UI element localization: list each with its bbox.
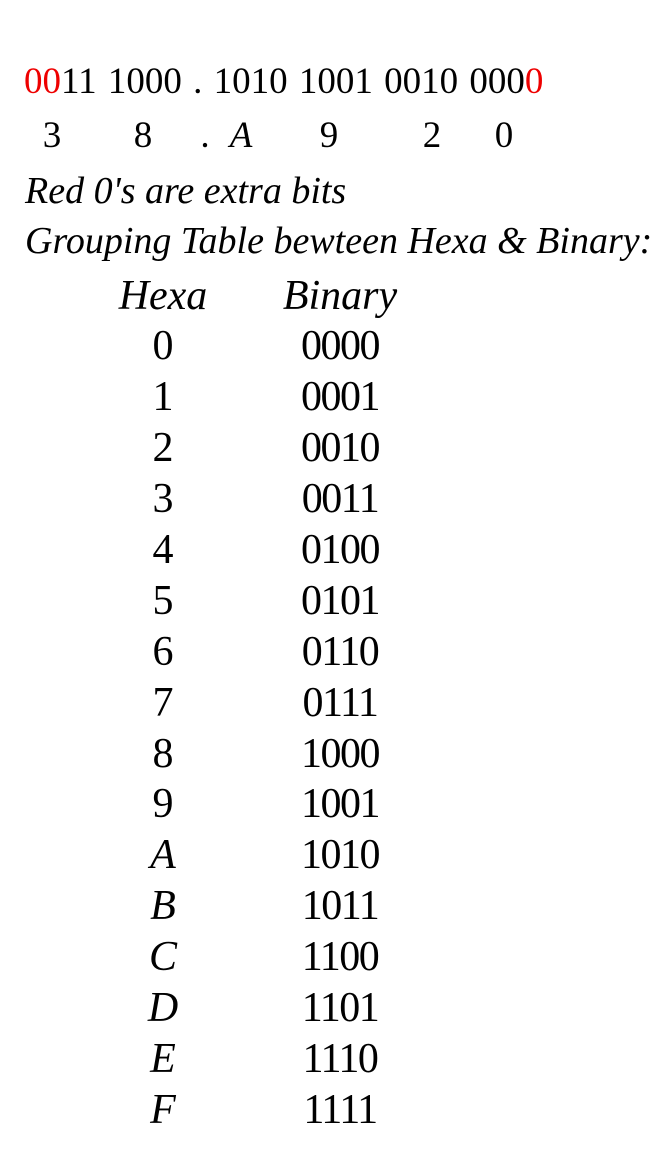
table-row: 6 0110: [0, 626, 670, 677]
table-row: 1 0001: [0, 372, 670, 423]
binary-cell: 1001: [301, 781, 381, 828]
table-header-row: Hexa Binary: [0, 271, 670, 321]
hex-cell: 4: [152, 527, 174, 573]
hex-cell: B: [150, 883, 176, 930]
hex-cell: 8: [152, 730, 174, 777]
table-row: 0 0000: [0, 321, 670, 372]
binary-cell: 0010: [301, 425, 381, 472]
hex-cell: 1: [152, 374, 174, 421]
hex-cell: 5: [152, 577, 174, 624]
table-row: B 1011: [0, 881, 670, 932]
hex-cell: 7: [152, 679, 174, 726]
hex-cell: E: [150, 1035, 176, 1082]
table-row: C 1100: [0, 932, 670, 983]
table-row: 5 0101: [0, 575, 670, 626]
hex-cell: F: [150, 1086, 176, 1133]
hex-digit-0: 0: [494, 115, 514, 156]
table-row: A 1010: [0, 830, 670, 881]
table-row: 4 0100: [0, 525, 670, 576]
hex-digits-line: 3 8 . A 9 2 0: [0, 114, 670, 156]
binary-cell: 1110: [302, 1035, 379, 1082]
red-bits-note: Red 0's are extra bits: [25, 170, 347, 212]
hex-digit-8: 8: [133, 115, 153, 156]
binary-cell: 1100: [301, 934, 380, 981]
table-row: E 1110: [0, 1033, 670, 1084]
binary-number-line: 0011 1000 . 1010 1001 0010 0000: [24, 62, 543, 102]
table-row: 2 0010: [0, 423, 670, 474]
binary-main-bits: 11 1000 . 1010 1001 0010 000: [61, 61, 525, 102]
hex-cell: D: [147, 985, 179, 1032]
binary-cell: 0101: [301, 577, 381, 624]
binary-cell: 1010: [301, 832, 381, 879]
table-row: 3 0011: [0, 474, 670, 525]
binary-cell: 1011: [301, 883, 380, 930]
hex-radix-point: .: [200, 115, 210, 156]
table-row: 8 1000: [0, 728, 670, 779]
binary-cell: 0100: [301, 527, 381, 573]
binary-column-header: Binary: [282, 273, 398, 319]
hexa-column-header: Hexa: [118, 273, 208, 319]
hex-cell: 6: [152, 628, 174, 675]
binary-cell: 0011: [301, 476, 380, 523]
binary-extra-bits-prefix: 00: [24, 61, 61, 102]
hex-cell: 0: [152, 323, 174, 370]
hex-digit-2: 2: [422, 115, 442, 156]
hex-cell: 3: [152, 476, 174, 523]
grouping-table-title: Grouping Table bewteen Hexa & Binary:: [25, 220, 653, 262]
hex-cell: 9: [152, 781, 174, 828]
table-row: D 1101: [0, 983, 670, 1034]
binary-cell: 0000: [301, 323, 381, 370]
table-row: 7 0111: [0, 677, 670, 728]
hex-cell: C: [148, 934, 177, 981]
hex-digit-3: 3: [42, 115, 62, 156]
hex-digit-a: A: [229, 115, 253, 156]
binary-cell: 1111: [303, 1086, 378, 1133]
table-row: F 1111: [0, 1084, 670, 1135]
hex-cell: A: [150, 832, 176, 879]
binary-cell: 0111: [302, 679, 379, 726]
hex-cell: 2: [152, 425, 174, 472]
binary-cell: 1000: [301, 730, 381, 777]
binary-cell: 0110: [301, 628, 380, 675]
table-body: 0 0000 1 0001 2 0010 3 0011 4 0100 5 0101 6 011…: [0, 321, 670, 1135]
hex-digit-9: 9: [319, 115, 339, 156]
binary-cell: 0001: [301, 374, 381, 421]
table-row: 9 1001: [0, 779, 670, 830]
binary-extra-bit-suffix: 0: [524, 61, 544, 102]
binary-cell: 1101: [301, 985, 380, 1032]
hex-binary-grouping-table: Hexa Binary 0 0000 1 0001 2 0010 3 0011 4 010…: [0, 271, 670, 1135]
